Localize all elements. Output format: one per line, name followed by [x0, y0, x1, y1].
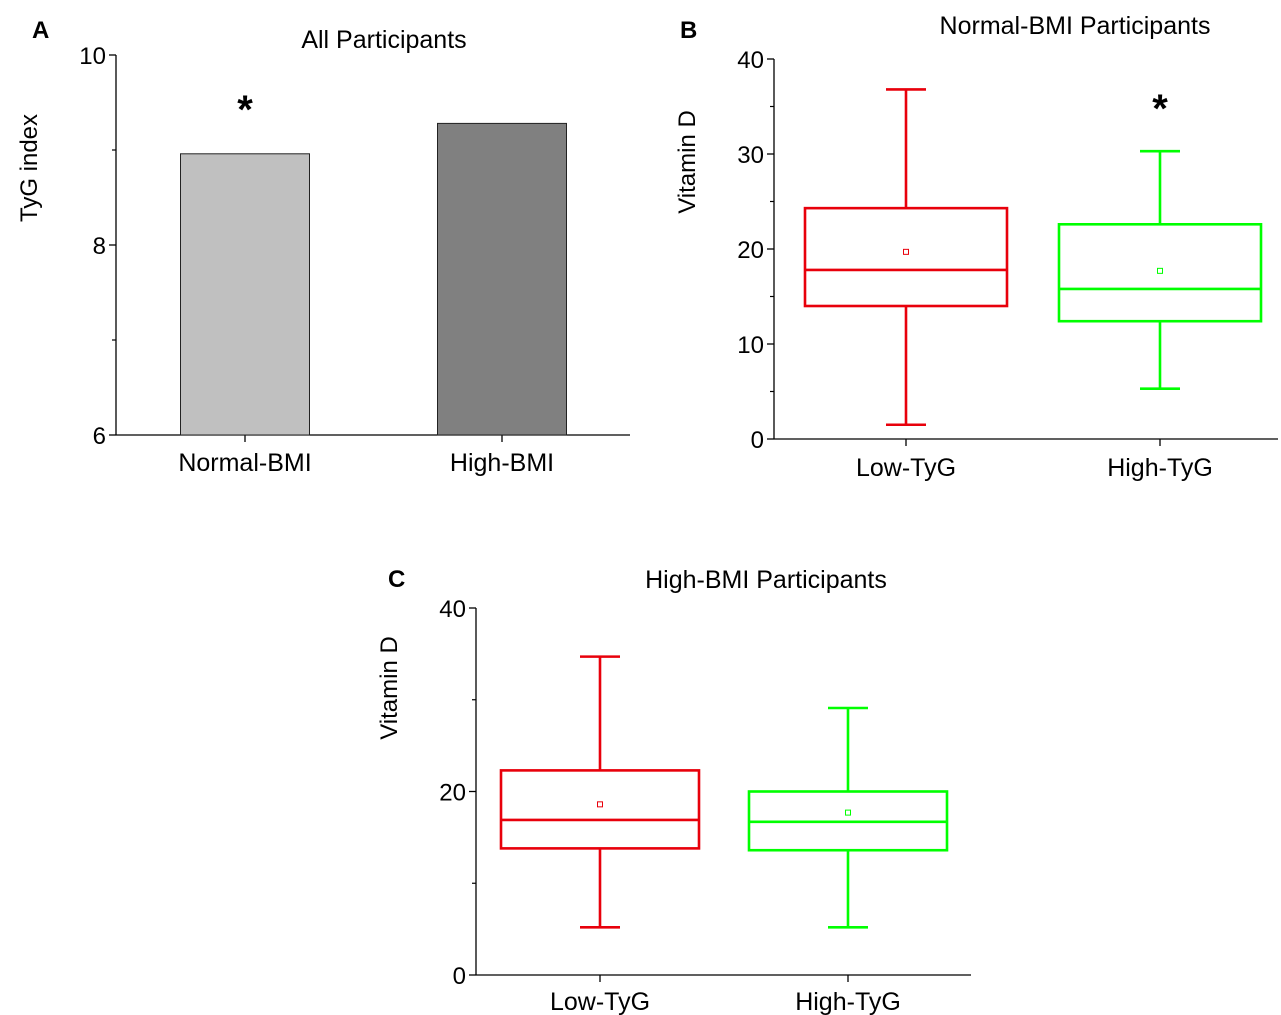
panel-b-y-tick-label: 10 [737, 332, 764, 359]
significance-star: * [237, 88, 253, 132]
box-low-tyg-mean [597, 801, 603, 808]
panel-c-y-tick-label: 40 [439, 596, 466, 623]
panel-a-y-tick-label: 6 [93, 423, 106, 450]
panel-c-x-tick-label: Low-TyG [550, 988, 650, 1015]
panel-c-ylabel: Vitamin D [376, 636, 403, 740]
panel-b: B Normal-BMI Participants Vitamin D 0 10 2… [674, 12, 1278, 482]
panel-a-y-tick-label: 8 [93, 233, 106, 260]
panel-b-letter: B [680, 17, 697, 44]
panel-c-letter: C [388, 566, 405, 593]
box-low-tyg-mean [903, 248, 909, 255]
box-low-tyg-iqr [499, 769, 701, 850]
panel-c-x-tick-label: High-TyG [795, 988, 901, 1015]
bar-high-bmi [437, 122, 567, 436]
bar-normal-bmi [180, 153, 310, 436]
panel-b-y-tick-label: 30 [737, 142, 764, 169]
significance-star: * [1152, 87, 1168, 131]
panel-c: C High-BMI Participants Vitamin D 0 20 40 L… [376, 566, 971, 1015]
panel-a-x-tick-label: High-BMI [450, 449, 554, 477]
panel-b-ylabel: Vitamin D [674, 110, 701, 214]
panel-c-title: High-BMI Participants [645, 566, 887, 594]
panel-a: A All Participants TyG index 6 8 10 Normal-… [16, 17, 630, 477]
panel-c-y-tick-label: 20 [439, 780, 466, 807]
panel-b-x-tick-label: Low-TyG [856, 454, 956, 482]
panel-a-y-tick-label: 10 [79, 43, 106, 70]
panel-a-title: All Participants [301, 26, 466, 54]
panel-c-y-tick-label: 0 [453, 963, 466, 990]
panel-a-letter: A [32, 17, 49, 44]
panel-a-ylabel: TyG index [16, 114, 43, 222]
box-high-tyg-mean [1157, 267, 1163, 274]
panel-b-y-tick-label: 0 [751, 427, 764, 454]
panel-b-y-tick-label: 40 [737, 47, 764, 74]
box-high-tyg-iqr [1057, 223, 1263, 323]
panel-b-y-tick-label: 20 [737, 237, 764, 264]
panel-b-title: Normal-BMI Participants [940, 12, 1211, 40]
box-low-tyg-iqr [803, 206, 1009, 308]
box-high-tyg-mean [845, 809, 851, 816]
panel-b-x-tick-label: High-TyG [1107, 454, 1213, 482]
panel-a-x-tick-label: Normal-BMI [178, 449, 311, 477]
